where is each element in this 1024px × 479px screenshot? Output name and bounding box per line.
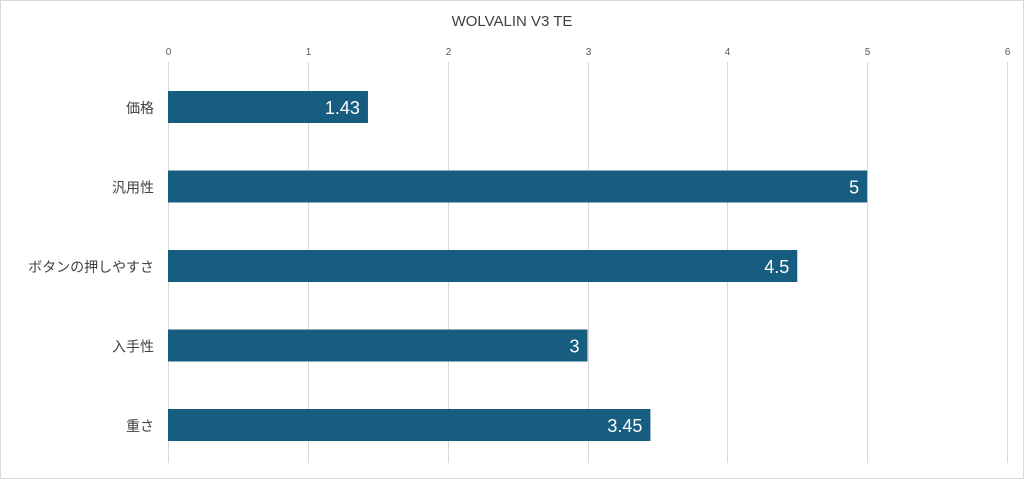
x-tick-labels: 0 1 2 3 4 5 6 bbox=[166, 47, 1011, 58]
value-label: 3.45 bbox=[607, 416, 642, 436]
x-tick-label: 2 bbox=[446, 47, 452, 58]
value-label: 5 bbox=[849, 178, 859, 198]
bar bbox=[168, 91, 368, 123]
category-label: 汎用性 bbox=[112, 181, 154, 197]
x-tick-label: 0 bbox=[166, 47, 172, 58]
chart-title: WOLVALIN V3 TE bbox=[452, 13, 573, 30]
bar bbox=[168, 250, 798, 282]
value-label: 1.43 bbox=[325, 98, 360, 118]
x-tick-label: 1 bbox=[306, 47, 312, 58]
bar bbox=[168, 329, 588, 362]
x-tick-label: 5 bbox=[865, 47, 871, 58]
bar bbox=[168, 170, 868, 203]
value-label: 4.5 bbox=[764, 257, 789, 277]
category-label: 重さ bbox=[126, 419, 154, 435]
value-labels: 1.43 5 4.5 3 3.45 bbox=[325, 98, 859, 436]
x-tick-label: 6 bbox=[1005, 47, 1011, 58]
value-label: 3 bbox=[569, 337, 579, 357]
category-label: 価格 bbox=[126, 101, 154, 117]
category-label: ボタンの押しやすさ bbox=[28, 260, 154, 276]
bars bbox=[168, 91, 868, 441]
x-tick-label: 3 bbox=[586, 47, 592, 58]
x-tick-label: 4 bbox=[725, 47, 731, 58]
category-label: 入手性 bbox=[112, 340, 154, 356]
bar bbox=[168, 409, 651, 441]
